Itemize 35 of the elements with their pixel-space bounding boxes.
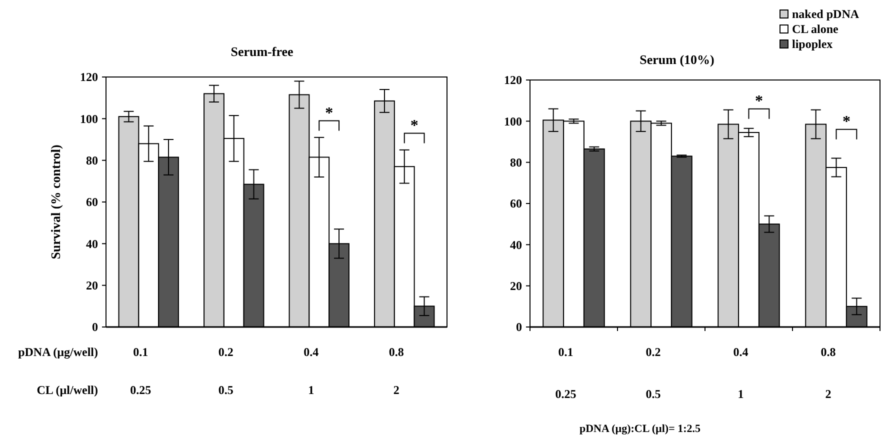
y-axis-title: Survival (% control)	[48, 144, 63, 260]
chart-title: Serum-free	[230, 44, 294, 59]
y-tick-label: 20	[86, 278, 98, 293]
text: pDNA (µg):CL (µl)= 1:2.5	[580, 423, 701, 435]
y-tick-label: 100	[80, 112, 98, 126]
text: pDNA (µg/well)	[18, 345, 98, 359]
category-label: 0.1 0.25	[555, 345, 576, 401]
y-tick-label: 120	[80, 70, 98, 84]
text: CL (µl/well)	[36, 383, 98, 397]
category-label: 0.2 0.5	[646, 345, 661, 401]
y-tick-label: 100	[504, 114, 522, 128]
y-tick-label: 80	[86, 154, 98, 168]
y-tick-label: 0	[92, 320, 98, 334]
y-tick-label: 60	[510, 196, 522, 211]
category-label: 0.4 1	[733, 345, 748, 401]
y-tick-label: 60	[86, 195, 98, 210]
category-label: 0.1 0.25	[130, 345, 152, 397]
y-tick-label: 80	[510, 156, 522, 170]
legend-label: naked pDNA	[792, 7, 860, 22]
legend-label: CL alone	[792, 22, 840, 36]
annotation: *	[842, 113, 850, 130]
y-tick-label: 0	[516, 320, 522, 334]
category-label: 0.2 0.5	[218, 345, 234, 397]
y-tick-label: 120	[504, 73, 522, 88]
category-label: 0.4 1	[304, 345, 319, 397]
y-tick-label: 20	[510, 279, 522, 294]
legend-label: lipoplex	[792, 37, 833, 52]
y-tick-label: 40	[86, 236, 98, 251]
annotation: *	[325, 104, 334, 122]
y-tick-label: 40	[510, 238, 522, 252]
annotation: *	[410, 117, 418, 134]
category-label: 0.8 2	[388, 345, 404, 397]
chart-title: Serum (10%)	[640, 52, 714, 67]
annotation: *	[754, 92, 763, 110]
category-label: 0.8 2	[820, 345, 836, 401]
